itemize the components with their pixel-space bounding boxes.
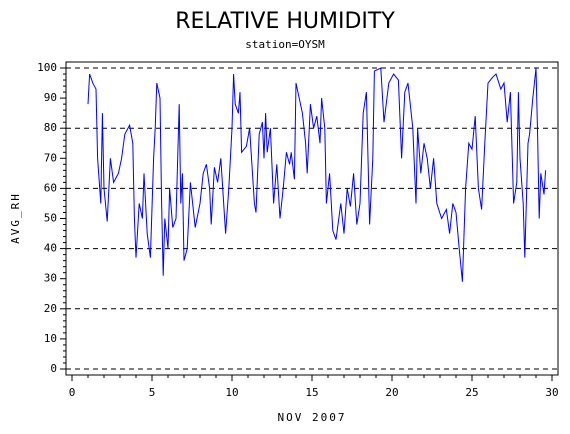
y-tick-label: 20	[44, 302, 57, 315]
y-tick-label: 0	[50, 362, 57, 375]
x-tick-label: 20	[385, 386, 398, 399]
y-tick-label: 70	[44, 151, 57, 164]
chart-title: RELATIVE HUMIDITY	[175, 9, 395, 34]
x-tick-label: 15	[305, 386, 318, 399]
y-tick-label: 50	[44, 212, 57, 225]
y-tick-label: 60	[44, 181, 57, 194]
y-tick-label: 30	[44, 272, 57, 285]
chart-subtitle: station=OYSM	[245, 38, 325, 51]
data-line	[87, 67, 547, 282]
plot-frame	[65, 61, 559, 376]
y-tick-label: 10	[44, 332, 57, 345]
x-tick-label: 10	[225, 386, 238, 399]
x-tick-label: 0	[69, 386, 76, 399]
x-tick-label: 5	[149, 386, 156, 399]
y-tick-label: 80	[44, 121, 57, 134]
x-axis-label: NOV 2007	[278, 411, 347, 424]
x-tick-label: 30	[545, 386, 558, 399]
y-tick-label: 90	[44, 91, 57, 104]
y-tick-label: 100	[37, 61, 57, 74]
y-tick-label: 40	[44, 242, 57, 255]
x-tick-label: 25	[465, 386, 478, 399]
y-axis-label: AVG_RH	[9, 192, 22, 244]
